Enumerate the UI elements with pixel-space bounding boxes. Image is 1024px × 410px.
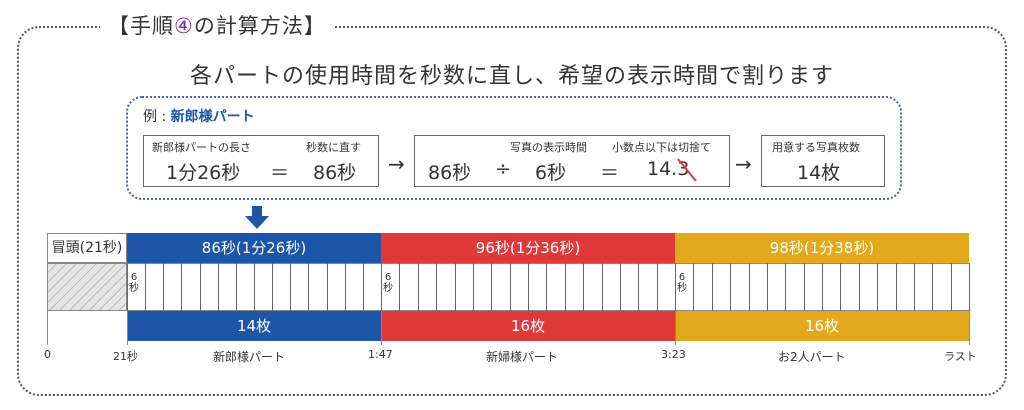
segment-photo-count: 16枚 <box>381 311 675 341</box>
photo-cell-divider <box>730 263 732 311</box>
axis-tick-mark <box>675 311 676 345</box>
photo-cell-divider <box>362 263 364 311</box>
display-time-caption: 写真の表示時間 <box>510 141 587 154</box>
axis-tick-mark <box>127 311 128 345</box>
photo-cell-divider <box>491 263 493 311</box>
photo-cell-divider <box>308 263 310 311</box>
tick-start: 0 <box>44 348 51 361</box>
seconds-caption: 秒数に直す <box>306 141 361 154</box>
tick-part1-end: 1:47 <box>368 348 393 361</box>
photo-cell-divider <box>417 263 419 311</box>
truncate-caption: 小数点以下は切捨て <box>612 141 711 154</box>
photo-cell-divider <box>181 263 183 311</box>
division-box <box>414 135 730 187</box>
down-arrow-icon <box>245 206 269 229</box>
axis-tick-mark <box>969 311 970 345</box>
intro-footer <box>47 311 127 341</box>
segment-duration-header: 86秒(1分26秒) <box>127 233 381 263</box>
photo-cell-divider <box>766 263 768 311</box>
photo-cell-divider <box>693 263 695 311</box>
example-panel: 例 : 新郎様パート <box>126 96 902 200</box>
photo-cell-divider <box>254 263 255 311</box>
arrow-right-icon: → <box>388 152 405 176</box>
tick-part2-end: 3:23 <box>661 348 686 361</box>
photo-cell-divider <box>858 263 860 311</box>
axis-tick-mark <box>381 311 382 345</box>
photo-cell-divider <box>199 263 201 311</box>
photo-count-caption: 用意する写真枚数 <box>772 141 860 154</box>
photo-cell-divider <box>822 263 823 311</box>
photo-cell-divider <box>509 263 511 311</box>
outer-frame <box>17 26 1007 396</box>
length-value: 1分26秒 <box>166 162 241 184</box>
photo-cell-divider <box>913 263 915 311</box>
photo-cell-divider <box>583 263 585 311</box>
equals-sign: ＝ <box>600 162 620 184</box>
photo-cell-divider <box>217 263 219 311</box>
photo-cell-divider <box>546 263 548 311</box>
strikethrough-mark <box>677 158 697 182</box>
part-label-bride: 新婦様パート <box>486 350 559 364</box>
photo-cell-divider <box>969 263 970 311</box>
photo-cell-divider <box>145 263 147 311</box>
photo-count-box <box>761 135 885 187</box>
intro-header: 冒頭(21秒) <box>47 233 127 263</box>
photo-cell-divider <box>454 263 456 311</box>
example-label: 例 : 新郎様パート <box>143 109 255 125</box>
photo-cell-divider <box>619 263 621 311</box>
photo-cell-divider <box>711 263 713 311</box>
photo-cell-divider <box>601 263 603 311</box>
part-label-couple: お2人パート <box>778 350 846 364</box>
photo-cell-divider <box>950 263 952 311</box>
photo-cell-divider <box>399 263 401 311</box>
divisor-value: 6秒 <box>535 162 567 184</box>
part-label-groom: 新郎様パート <box>213 350 286 364</box>
photo-cell-divider <box>803 263 805 311</box>
subtitle: 各パートの使用時間を秒数に直し、希望の表示時間で割ります <box>189 64 834 89</box>
equals-sign: ＝ <box>270 162 290 184</box>
photo-cell-divider <box>436 263 438 311</box>
axis-tick-mark <box>47 311 48 345</box>
segment-duration-header: 96秒(1分36秒) <box>381 233 675 263</box>
photo-cell-divider <box>290 263 292 311</box>
result-value: 14.3 <box>647 158 690 180</box>
photo-cell-divider <box>564 263 566 311</box>
photo-cell-divider <box>326 263 328 311</box>
photo-cell-divider <box>344 263 346 311</box>
photo-cell-divider <box>675 263 676 311</box>
photo-cell-divider <box>638 263 640 311</box>
segment-duration-header: 98秒(1分38秒) <box>675 233 969 263</box>
arrow-right-icon: → <box>735 152 752 176</box>
photo-cell-divider <box>932 263 934 311</box>
segment-photo-count: 14枚 <box>127 311 381 341</box>
photo-cell-divider <box>381 263 382 311</box>
length-box <box>143 135 379 187</box>
photo-cell-divider <box>163 263 165 311</box>
photo-cell-divider <box>840 263 842 311</box>
photo-cell-divider <box>748 263 750 311</box>
divide-sign: ÷ <box>495 158 511 180</box>
photo-cell-divider <box>235 263 237 311</box>
photo-cell-divider <box>785 263 787 311</box>
photo-count-value: 14枚 <box>797 162 841 184</box>
seconds-value: 86秒 <box>313 162 357 184</box>
photo-cell-divider <box>472 263 474 311</box>
photo-cell-divider <box>895 263 897 311</box>
segment-photo-count: 16枚 <box>675 311 969 341</box>
length-caption: 新郎様パートの長さ <box>152 141 251 154</box>
photo-cell-divider <box>272 263 274 311</box>
tick-intro-end: 21秒 <box>113 350 138 363</box>
intro-hatched-cell <box>47 263 127 311</box>
tick-last: ラスト <box>944 350 977 363</box>
photo-cell-divider <box>877 263 879 311</box>
photo-cell-divider <box>528 263 529 311</box>
photo-cell-divider <box>127 263 128 311</box>
page-heading: 【手順④の計算方法】 <box>100 10 334 40</box>
photo-cell-divider <box>656 263 658 311</box>
dividend-value: 86秒 <box>428 162 472 184</box>
